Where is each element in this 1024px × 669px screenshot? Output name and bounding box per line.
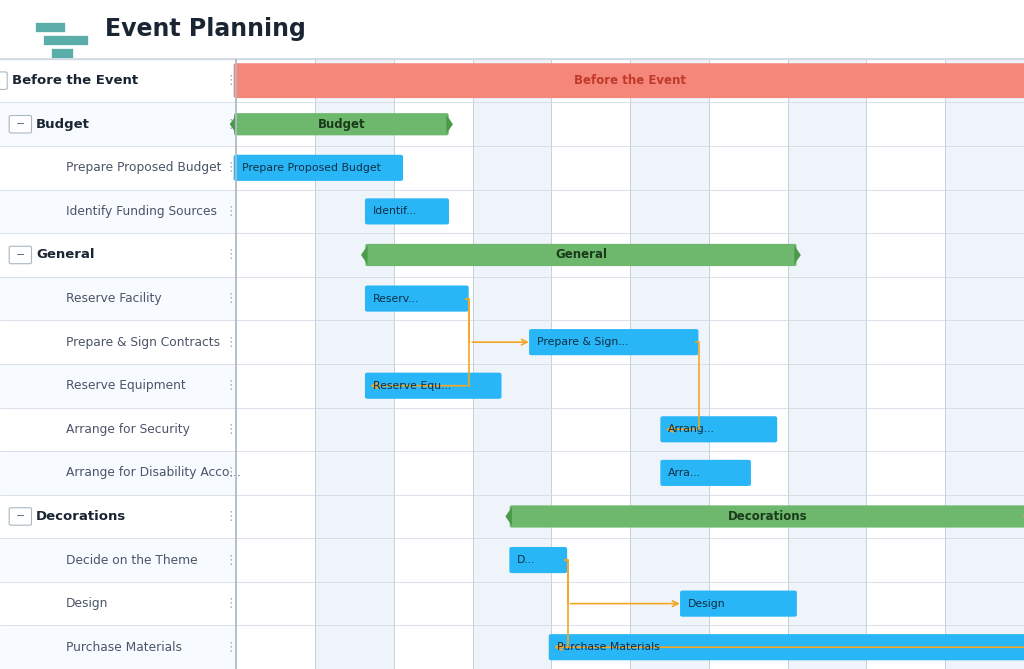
Bar xyxy=(945,59,1024,669)
Text: Arra...: Arra... xyxy=(669,468,701,478)
FancyBboxPatch shape xyxy=(9,246,32,264)
Text: ⋮: ⋮ xyxy=(225,161,238,175)
Bar xyxy=(0,277,237,320)
Text: −: − xyxy=(15,119,25,129)
Bar xyxy=(394,59,473,669)
Text: ⋮: ⋮ xyxy=(225,466,238,480)
Text: Event Planning: Event Planning xyxy=(105,17,306,41)
FancyBboxPatch shape xyxy=(549,634,1024,660)
Text: Decorations: Decorations xyxy=(36,510,126,523)
Text: Purchase Materials: Purchase Materials xyxy=(557,642,659,652)
FancyBboxPatch shape xyxy=(529,329,698,355)
Bar xyxy=(237,59,315,669)
Bar xyxy=(315,59,394,669)
Text: ⋮: ⋮ xyxy=(225,597,238,610)
FancyBboxPatch shape xyxy=(0,72,7,90)
Text: Decorations: Decorations xyxy=(728,510,808,523)
FancyBboxPatch shape xyxy=(233,64,1024,98)
Text: Reserve Equ...: Reserve Equ... xyxy=(373,381,452,391)
Text: ⋮: ⋮ xyxy=(225,553,238,567)
Text: Identif...: Identif... xyxy=(373,207,417,216)
Bar xyxy=(0,320,237,364)
Bar xyxy=(0,102,237,146)
Text: General: General xyxy=(36,248,94,262)
FancyBboxPatch shape xyxy=(365,373,502,399)
Bar xyxy=(0,494,237,539)
Bar xyxy=(551,59,630,669)
Bar xyxy=(0,626,237,669)
Text: ⋮: ⋮ xyxy=(225,379,238,392)
Text: Arrange for Security: Arrange for Security xyxy=(66,423,189,436)
Text: ⋮: ⋮ xyxy=(225,423,238,436)
Text: Reserve Equipment: Reserve Equipment xyxy=(66,379,185,392)
Text: D...: D... xyxy=(517,555,536,565)
FancyBboxPatch shape xyxy=(509,547,567,573)
Bar xyxy=(51,47,73,58)
FancyBboxPatch shape xyxy=(365,286,469,312)
Text: Prepare Proposed Budget: Prepare Proposed Budget xyxy=(242,163,381,173)
Text: Prepare & Sign...: Prepare & Sign... xyxy=(537,337,629,347)
FancyBboxPatch shape xyxy=(660,416,777,442)
Text: General: General xyxy=(555,248,607,262)
Text: Purchase Materials: Purchase Materials xyxy=(66,641,181,654)
Text: ⋮: ⋮ xyxy=(225,205,238,218)
Text: Prepare Proposed Budget: Prepare Proposed Budget xyxy=(66,161,221,175)
Bar xyxy=(43,35,88,45)
Text: Arrange for Disability Acco...: Arrange for Disability Acco... xyxy=(66,466,241,480)
Text: Design: Design xyxy=(66,597,108,610)
Bar xyxy=(709,59,787,669)
Text: Prepare & Sign Contracts: Prepare & Sign Contracts xyxy=(66,336,220,349)
FancyBboxPatch shape xyxy=(9,116,32,133)
FancyBboxPatch shape xyxy=(9,508,32,525)
Text: −: − xyxy=(15,512,25,521)
FancyBboxPatch shape xyxy=(510,505,1024,528)
Polygon shape xyxy=(361,246,368,264)
Bar xyxy=(0,233,237,277)
Bar xyxy=(866,59,945,669)
Text: ⋮: ⋮ xyxy=(225,74,238,87)
Polygon shape xyxy=(795,246,801,264)
Text: ⋮: ⋮ xyxy=(225,118,238,130)
Bar xyxy=(0,582,237,626)
Text: Reserv...: Reserv... xyxy=(373,294,419,304)
Text: Decide on the Theme: Decide on the Theme xyxy=(66,553,198,567)
Bar xyxy=(0,407,237,451)
Text: Budget: Budget xyxy=(36,118,90,130)
Bar xyxy=(35,22,65,32)
Text: Identify Funding Sources: Identify Funding Sources xyxy=(66,205,217,218)
Text: ⋮: ⋮ xyxy=(225,292,238,305)
Bar xyxy=(0,539,237,582)
Bar xyxy=(787,59,866,669)
Text: ⋮: ⋮ xyxy=(225,641,238,654)
Bar xyxy=(0,59,237,669)
Text: ⋮: ⋮ xyxy=(225,248,238,262)
Text: Before the Event: Before the Event xyxy=(574,74,686,87)
Text: Reserve Facility: Reserve Facility xyxy=(66,292,161,305)
Bar xyxy=(0,146,237,189)
Bar xyxy=(630,59,709,669)
Text: Before the Event: Before the Event xyxy=(12,74,138,87)
Bar xyxy=(0,189,237,233)
Polygon shape xyxy=(229,114,237,134)
FancyBboxPatch shape xyxy=(233,155,403,181)
Bar xyxy=(0,364,237,407)
FancyBboxPatch shape xyxy=(366,244,797,266)
Text: ⋮: ⋮ xyxy=(225,336,238,349)
Bar xyxy=(0,59,237,102)
Text: ⋮: ⋮ xyxy=(225,510,238,523)
Bar xyxy=(0,451,237,494)
Text: Arrang...: Arrang... xyxy=(669,424,715,434)
FancyBboxPatch shape xyxy=(680,591,797,617)
Polygon shape xyxy=(506,507,512,526)
FancyBboxPatch shape xyxy=(660,460,751,486)
FancyBboxPatch shape xyxy=(365,198,449,225)
FancyBboxPatch shape xyxy=(234,113,449,135)
Bar xyxy=(473,59,551,669)
Text: Budget: Budget xyxy=(317,118,366,130)
Polygon shape xyxy=(446,114,453,134)
Text: Design: Design xyxy=(688,599,726,609)
Text: −: − xyxy=(15,250,25,260)
